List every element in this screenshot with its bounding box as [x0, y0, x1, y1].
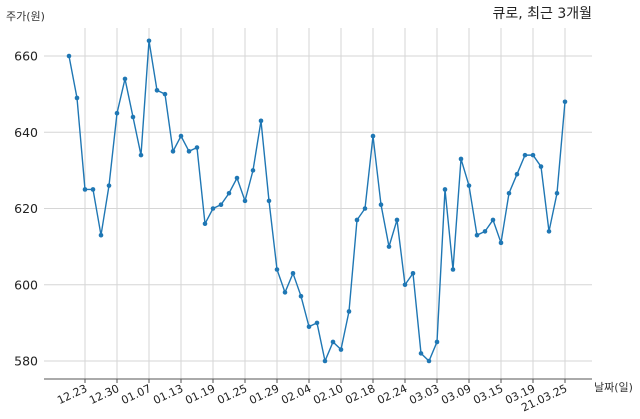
- data-point: [474, 232, 480, 238]
- data-point: [434, 339, 440, 345]
- data-point: [458, 156, 464, 162]
- x-tick-label: 01.19: [183, 382, 217, 407]
- data-point: [178, 133, 184, 139]
- data-point: [122, 76, 128, 82]
- data-point: [106, 183, 112, 188]
- y-axis-label: 주가(원): [6, 10, 45, 23]
- y-tick-label: 620: [14, 201, 38, 216]
- data-point: [74, 95, 80, 101]
- data-point: [450, 267, 456, 272]
- x-tick-label: 02.18: [343, 382, 377, 407]
- data-point: [354, 217, 360, 223]
- data-point: [226, 190, 232, 196]
- data-point: [114, 110, 120, 116]
- data-point: [490, 217, 496, 223]
- data-point: [514, 171, 520, 177]
- data-point: [266, 198, 272, 204]
- data-point: [258, 118, 264, 124]
- y-tick-label: 640: [14, 125, 38, 140]
- data-point: [98, 232, 104, 238]
- x-tick-label: 02.04: [279, 382, 313, 407]
- data-point: [162, 91, 168, 97]
- series-layer: [66, 38, 568, 364]
- data-point: [506, 190, 512, 196]
- data-point: [250, 168, 256, 173]
- x-tick-label: 03.09: [439, 382, 473, 407]
- x-axis-label: 날짜(일): [594, 380, 633, 394]
- data-point: [170, 149, 176, 154]
- data-point: [234, 175, 240, 181]
- data-point: [402, 282, 408, 288]
- data-point: [322, 358, 328, 364]
- data-point: [154, 88, 160, 93]
- data-point: [186, 149, 192, 154]
- grid: [44, 28, 592, 383]
- data-point: [530, 152, 536, 158]
- y-tick-label: 580: [14, 354, 38, 369]
- data-point: [466, 183, 472, 188]
- x-tick-label: 01.25: [215, 382, 249, 407]
- x-tick-label: 12.23: [55, 382, 89, 407]
- data-point: [274, 267, 280, 272]
- data-point: [362, 206, 368, 211]
- x-tick-label: 01.07: [119, 382, 153, 407]
- data-point: [386, 244, 392, 249]
- data-point: [210, 206, 216, 211]
- data-point: [482, 229, 488, 234]
- data-point: [130, 114, 136, 120]
- data-point: [138, 152, 144, 158]
- x-tick-label: 01.13: [151, 382, 185, 407]
- data-point: [538, 164, 544, 169]
- data-point: [82, 187, 88, 192]
- y-tick-labels: 580 600 620 640 660: [14, 49, 38, 369]
- data-point: [146, 38, 152, 44]
- data-point: [546, 229, 552, 234]
- data-point: [426, 358, 432, 364]
- y-tick-label: 600: [14, 277, 38, 292]
- x-tick-label: 03.15: [471, 382, 505, 407]
- data-point: [394, 217, 400, 223]
- data-point: [418, 351, 424, 356]
- data-point: [298, 293, 304, 299]
- data-point: [282, 290, 288, 295]
- data-point: [346, 309, 352, 314]
- data-point: [306, 324, 312, 329]
- data-point: [442, 187, 448, 192]
- data-point: [242, 198, 248, 204]
- data-point: [218, 202, 224, 207]
- data-point: [562, 99, 568, 105]
- series-line: [68, 40, 566, 364]
- data-point: [338, 347, 344, 352]
- data-point: [410, 271, 416, 276]
- data-point: [330, 339, 336, 345]
- data-point: [90, 187, 96, 192]
- x-tick-labels: 12.2312.3001.0701.1301.1901.2501.2902.04…: [55, 382, 569, 414]
- data-point: [66, 53, 72, 59]
- chart-title: 큐로, 최근 3개월: [492, 6, 592, 22]
- data-point: [370, 133, 376, 139]
- y-tick-label: 660: [14, 49, 38, 64]
- data-point: [378, 202, 384, 207]
- data-point: [554, 190, 560, 196]
- data-point: [522, 152, 528, 158]
- x-tick-label: 03.03: [407, 382, 441, 407]
- data-point: [498, 240, 504, 246]
- x-tick-label: 02.10: [311, 382, 345, 407]
- data-point: [290, 271, 296, 276]
- data-point: [194, 145, 200, 150]
- x-tick-label: 12.30: [87, 382, 121, 407]
- x-tick-label: 01.29: [247, 382, 281, 407]
- data-point: [314, 320, 320, 326]
- x-tick-label: 02.24: [375, 382, 409, 407]
- data-point: [202, 221, 208, 227]
